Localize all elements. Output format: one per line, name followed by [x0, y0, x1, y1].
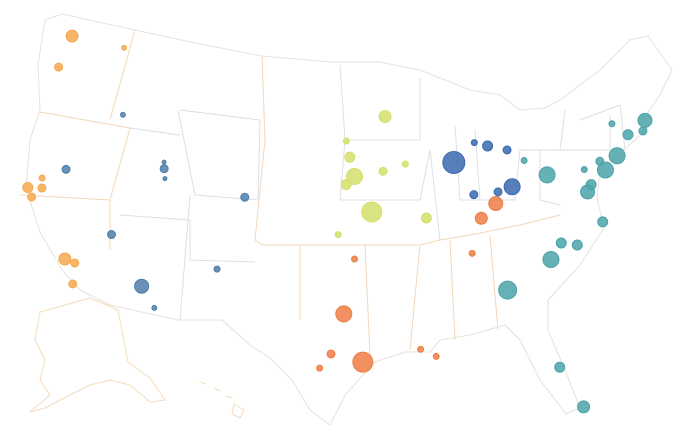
bubble	[54, 62, 64, 72]
bubble	[326, 349, 336, 359]
bubble	[542, 250, 560, 268]
bubble	[65, 29, 79, 43]
bubble	[420, 212, 432, 224]
bubble	[580, 184, 596, 200]
bubble	[474, 211, 488, 225]
bubble	[119, 111, 126, 118]
bubble	[361, 201, 383, 223]
state-lines	[119, 64, 626, 321]
bubble	[344, 151, 356, 163]
bubble	[346, 168, 363, 186]
bubble	[22, 181, 34, 193]
bubble	[61, 164, 71, 174]
bubble	[161, 159, 167, 165]
bubble	[38, 174, 46, 182]
bubble	[571, 239, 583, 251]
us-outline	[25, 13, 673, 426]
bubble	[68, 279, 78, 289]
bubble	[334, 231, 342, 239]
bubble	[432, 352, 440, 360]
bubble	[352, 351, 374, 373]
bubble	[468, 249, 476, 257]
base-map	[19, 13, 673, 426]
bubble	[503, 178, 521, 196]
bubble	[340, 179, 352, 191]
bubble	[27, 192, 37, 202]
bubble	[162, 176, 168, 182]
bubble	[70, 258, 80, 268]
bubble	[351, 255, 358, 263]
bubble	[596, 161, 614, 179]
bubble	[577, 400, 591, 414]
bubble	[401, 160, 409, 168]
bubble	[58, 252, 72, 266]
bubble	[498, 280, 518, 300]
bubble	[608, 120, 616, 128]
bubble	[417, 345, 425, 353]
bubble	[470, 139, 478, 147]
bubble	[555, 237, 567, 249]
bubble	[622, 129, 634, 141]
bubble	[554, 361, 566, 373]
hawaii	[199, 381, 245, 419]
region-lines	[19, 29, 561, 356]
bubble	[469, 190, 479, 200]
bubble	[482, 140, 494, 152]
bubble	[121, 44, 127, 51]
bubble	[378, 110, 392, 124]
bubble	[159, 164, 169, 174]
bubble	[342, 137, 350, 145]
bubbles	[22, 29, 653, 414]
bubble	[597, 216, 609, 228]
bubble	[608, 147, 626, 165]
bubble	[316, 364, 324, 372]
bubble	[134, 278, 150, 294]
bubble	[240, 192, 250, 202]
bubble	[493, 187, 503, 197]
bubble	[538, 166, 556, 184]
bubble	[378, 166, 388, 176]
alaska	[29, 297, 166, 413]
bubble	[502, 145, 512, 155]
bubble	[442, 150, 466, 174]
bubble	[37, 183, 47, 193]
bubble	[638, 126, 648, 136]
bubble	[151, 304, 158, 311]
bubble	[488, 196, 504, 212]
bubble	[106, 230, 116, 240]
bubble	[213, 265, 221, 273]
bubble	[580, 166, 588, 174]
bubble	[335, 305, 353, 323]
bubble	[637, 112, 653, 128]
bubble	[520, 157, 528, 165]
